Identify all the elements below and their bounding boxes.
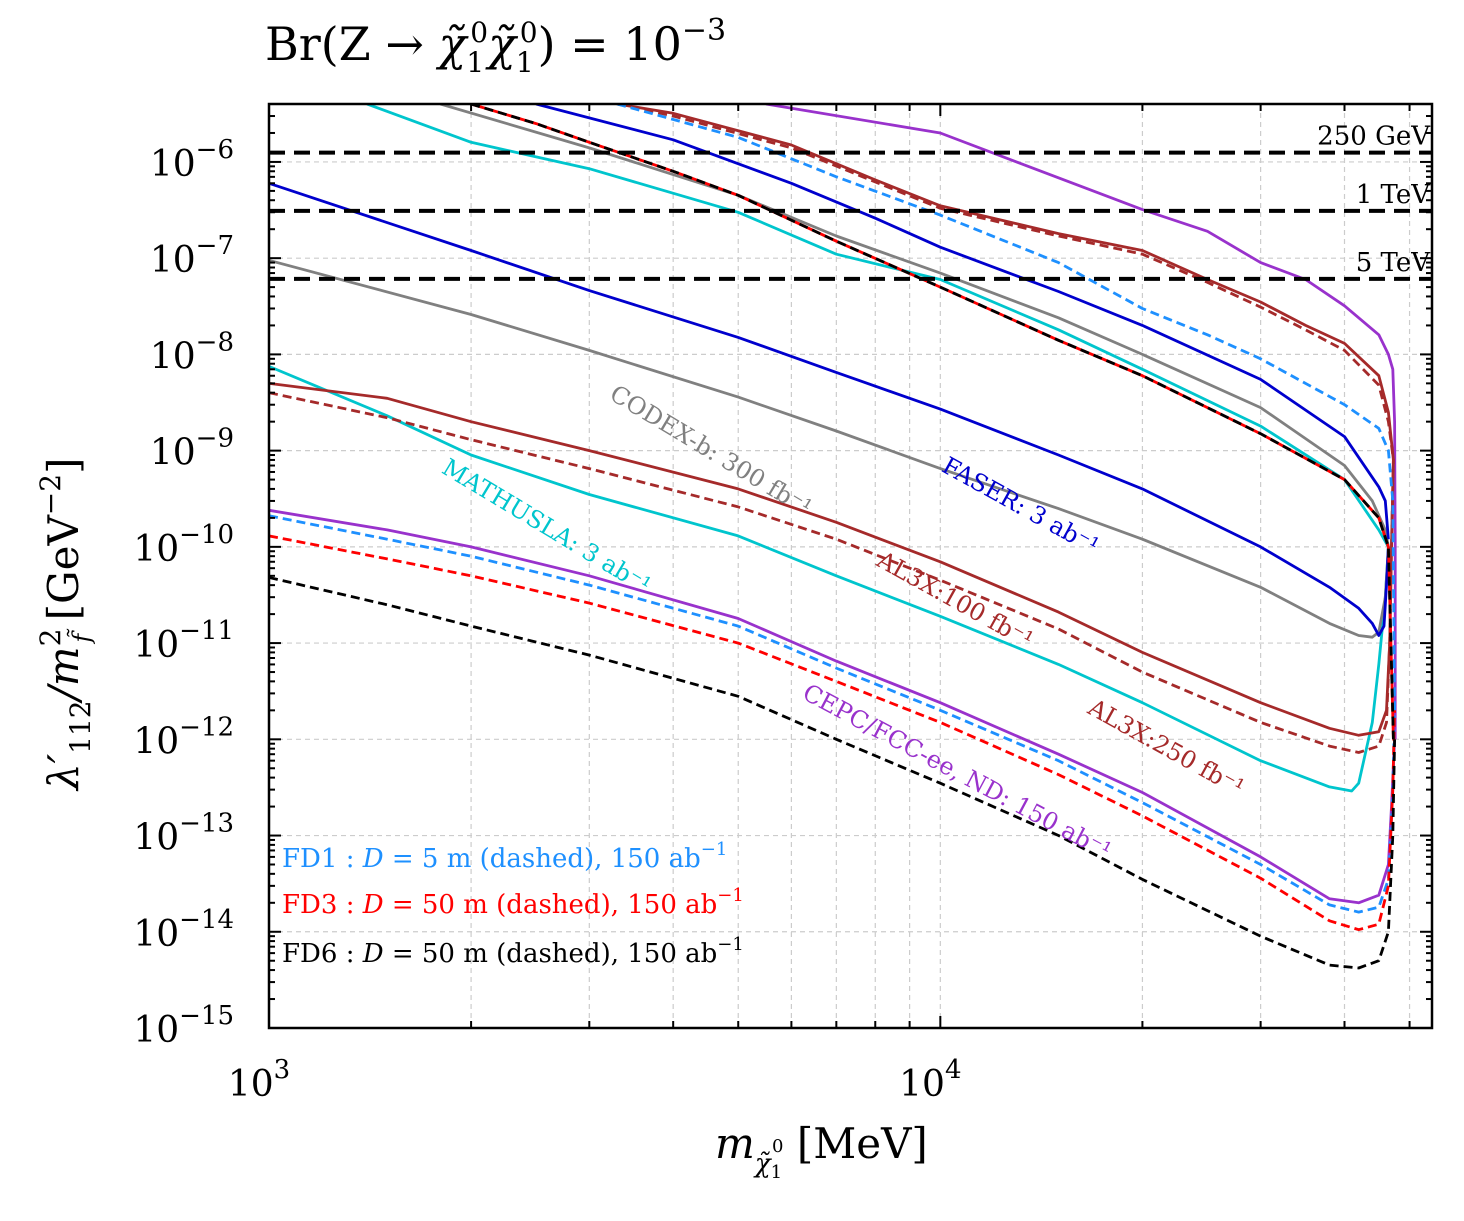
series-line (440, 104, 1390, 548)
series-line (269, 508, 1396, 905)
x-tick-labels: 103 104 (228, 1055, 962, 1105)
ticks (268, 103, 1432, 1029)
y-tick-label: 10−13 (133, 809, 234, 859)
y-tick-label: 10−7 (150, 231, 234, 281)
x-tick-label: 103 (228, 1055, 290, 1105)
curve-label: CEPC/FCC-ee, ND: 150 ab⁻¹ (798, 678, 1116, 865)
scale-line-label: 250 GeV (1317, 122, 1431, 152)
fd-legend-entry: FD1 : D = 5 m (dashed), 150 ab−1 (282, 839, 727, 874)
grid (268, 104, 1432, 1029)
series-line (269, 576, 1396, 970)
series-line (269, 258, 1390, 639)
fd-legend: FD1 : D = 5 m (dashed), 150 ab−1 FD3 : D … (282, 839, 744, 969)
curve-label: FASER: 3 ab⁻¹ (937, 451, 1103, 560)
series-line (616, 104, 1396, 711)
scale-line-label: 5 TeV (1356, 248, 1432, 278)
series-line (366, 104, 1390, 548)
series-line (535, 104, 1390, 540)
series-line (269, 365, 1390, 793)
y-tick-label: 10−12 (133, 712, 234, 762)
y-tick-label: 10−11 (133, 616, 234, 666)
series-line (616, 104, 1395, 461)
series-line (269, 514, 1396, 914)
series-line (269, 534, 1396, 932)
fd-legend-entry: FD6 : D = 50 m (dashed), 150 ab−1 (282, 934, 744, 969)
x-tick-label: 104 (899, 1055, 961, 1105)
series-line (470, 104, 1395, 740)
y-tick-label: 10−10 (133, 520, 234, 570)
y-tick-label: 10−9 (150, 424, 234, 474)
series-line (269, 382, 1395, 737)
y-tick-label: 10−8 (150, 327, 234, 377)
scale-lines: 250 GeV 1 TeV 5 TeV (269, 122, 1432, 281)
series-line (765, 104, 1397, 740)
series-line (470, 104, 1395, 740)
curve-label: MATHUSLA: 3 ab⁻¹ (437, 453, 655, 600)
chart-title: Br(Z → χ̃10χ̃10) = 10−3 (265, 13, 726, 79)
series-line (269, 181, 1390, 637)
y-tick-label: 10−15 (133, 1001, 234, 1051)
series-line (269, 391, 1395, 754)
y-tick-labels: 10−6 10−7 10−8 10−9 10−10 10−11 10−12 10−13 10−1… (133, 135, 234, 1051)
y-tick-label: 10−14 (133, 905, 234, 955)
curves (269, 104, 1397, 970)
y-tick-label: 10−6 (150, 135, 234, 185)
fd-legend-entry: FD3 : D = 50 m (dashed), 150 ab−1 (282, 885, 744, 920)
plot-frame (267, 102, 1434, 1030)
scale-line-label: 1 TeV (1356, 180, 1432, 210)
x-axis-label: mχ̃10 [MeV] (715, 1119, 928, 1183)
y-axis-label: λ′112/m2f̃ [GeV−2] (34, 458, 97, 792)
